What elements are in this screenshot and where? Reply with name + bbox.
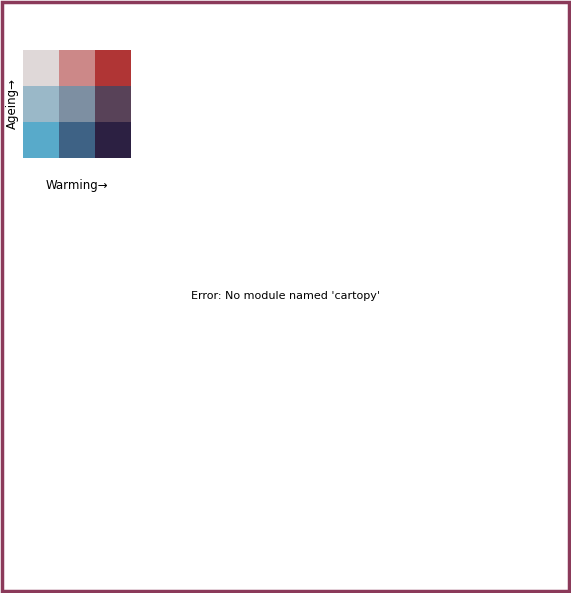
Bar: [59, 50, 95, 86]
Bar: [95, 122, 131, 158]
Bar: [95, 86, 131, 122]
Text: Warming→: Warming→: [46, 179, 108, 192]
Bar: [59, 86, 95, 122]
Text: Ageing→: Ageing→: [6, 78, 19, 129]
Bar: [59, 122, 95, 158]
Text: Error: No module named 'cartopy': Error: No module named 'cartopy': [191, 292, 380, 301]
Bar: [23, 122, 59, 158]
Bar: [95, 50, 131, 86]
Bar: [23, 50, 59, 86]
Bar: [23, 86, 59, 122]
